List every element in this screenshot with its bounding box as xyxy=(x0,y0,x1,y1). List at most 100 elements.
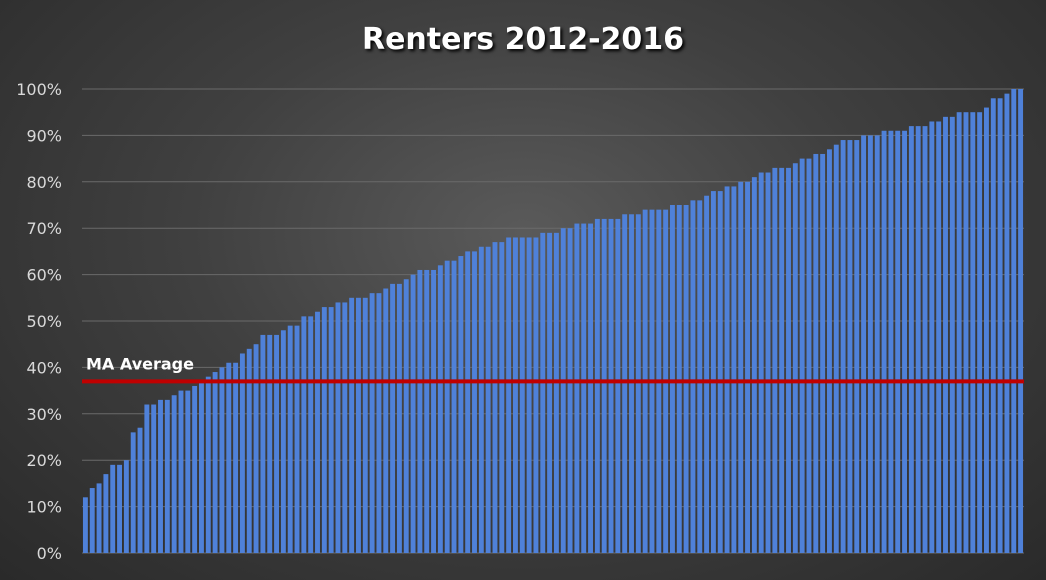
bar-16 xyxy=(185,390,191,553)
bar-47 xyxy=(396,283,402,553)
bar-69 xyxy=(547,232,553,553)
bar-13 xyxy=(164,399,170,553)
bar-77 xyxy=(601,218,607,554)
bar-102 xyxy=(772,167,778,553)
bar-63 xyxy=(506,237,512,554)
bar-20 xyxy=(212,372,218,553)
bar-82 xyxy=(635,214,641,553)
bar-107 xyxy=(806,158,812,553)
bar-48 xyxy=(403,279,409,553)
bar-22 xyxy=(226,362,232,553)
bar-92 xyxy=(704,195,710,553)
bar-25 xyxy=(246,348,252,553)
bar-64 xyxy=(512,237,518,554)
bar-61 xyxy=(492,242,498,553)
bar-21 xyxy=(219,367,225,553)
bar-23 xyxy=(233,362,239,553)
bar-9 xyxy=(137,427,143,553)
y-tick-label: 100% xyxy=(16,80,62,99)
y-tick-label: 40% xyxy=(26,358,62,377)
bars xyxy=(82,89,1024,554)
bar-50 xyxy=(417,269,423,553)
ma-average-label: MA Average xyxy=(86,354,194,373)
bar-111 xyxy=(833,144,839,553)
bar-122 xyxy=(908,126,914,554)
bar-8 xyxy=(130,432,136,553)
y-tick-label: 90% xyxy=(26,126,62,145)
bar-81 xyxy=(629,214,634,553)
bar-114 xyxy=(854,140,860,554)
bar-121 xyxy=(902,130,908,553)
bar-30 xyxy=(280,330,286,553)
y-tick-label: 70% xyxy=(26,219,62,238)
bar-68 xyxy=(540,232,546,553)
bar-103 xyxy=(779,167,785,553)
bar-130 xyxy=(963,112,969,553)
bar-66 xyxy=(526,237,532,554)
bar-132 xyxy=(977,112,983,553)
bar-62 xyxy=(499,242,505,553)
bar-4 xyxy=(103,474,109,553)
y-tick-label: 50% xyxy=(26,312,62,331)
y-tick-label: 10% xyxy=(26,498,62,517)
bar-136 xyxy=(1004,93,1010,553)
y-tick-label: 20% xyxy=(26,451,62,470)
bar-79 xyxy=(615,218,621,554)
bar-93 xyxy=(710,191,716,553)
bar-44 xyxy=(376,293,382,553)
bar-15 xyxy=(178,390,184,553)
bar-135 xyxy=(997,98,1003,553)
bar-38 xyxy=(335,302,341,553)
bar-105 xyxy=(792,163,798,554)
bar-104 xyxy=(786,167,791,553)
bar-120 xyxy=(895,130,901,553)
bar-57 xyxy=(465,251,471,553)
bar-10 xyxy=(144,404,150,553)
bar-109 xyxy=(820,153,826,553)
bar-131 xyxy=(970,112,976,553)
bar-53 xyxy=(437,265,443,553)
bar-28 xyxy=(267,334,273,553)
bar-113 xyxy=(847,140,853,554)
bar-91 xyxy=(697,200,703,554)
bar-137 xyxy=(1011,89,1017,553)
bar-108 xyxy=(813,153,819,553)
bar-17 xyxy=(192,385,198,553)
bar-2 xyxy=(89,488,95,553)
bar-112 xyxy=(840,140,846,554)
bar-106 xyxy=(799,158,805,553)
bar-43 xyxy=(369,293,375,553)
bar-94 xyxy=(717,191,723,553)
bar-88 xyxy=(676,205,682,553)
bar-115 xyxy=(861,135,867,553)
bar-37 xyxy=(328,307,334,553)
bar-1 xyxy=(82,497,88,553)
bar-126 xyxy=(936,121,942,553)
bar-96 xyxy=(731,186,737,553)
bar-134 xyxy=(990,98,996,553)
bar-52 xyxy=(431,269,437,553)
bar-117 xyxy=(874,135,880,553)
bar-97 xyxy=(738,181,744,554)
bar-11 xyxy=(151,404,157,553)
bar-7 xyxy=(123,460,129,553)
bar-67 xyxy=(533,237,539,554)
bar-18 xyxy=(198,381,204,553)
y-tick-label: 60% xyxy=(26,266,62,285)
bar-54 xyxy=(444,260,450,553)
bar-123 xyxy=(915,126,921,554)
bar-14 xyxy=(171,395,177,553)
bar-32 xyxy=(294,325,300,553)
bar-100 xyxy=(758,172,764,553)
bar-124 xyxy=(922,126,928,554)
bar-60 xyxy=(485,246,491,553)
bar-27 xyxy=(260,334,266,553)
bar-35 xyxy=(315,311,320,553)
bar-12 xyxy=(158,399,163,553)
reference-line-group: MA Average xyxy=(82,354,1024,384)
bar-3 xyxy=(96,483,102,553)
bar-26 xyxy=(253,344,259,553)
bar-89 xyxy=(683,205,689,553)
y-tick-label: 0% xyxy=(37,544,62,563)
